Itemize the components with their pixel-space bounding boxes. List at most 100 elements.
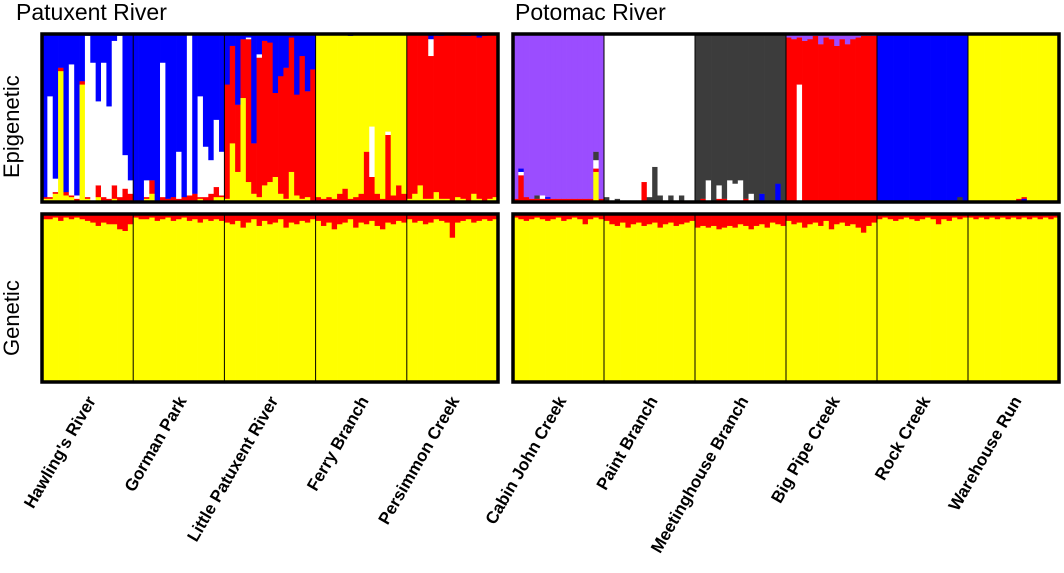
epigenetic-bar-segment: [935, 34, 942, 201]
genetic-bar-yellow: [320, 225, 327, 383]
epigenetic-bar-segment: [678, 34, 685, 196]
genetic-bar-red: [1026, 214, 1033, 220]
genetic-bar-red: [1042, 214, 1049, 218]
epigenetic-bar-segment: [219, 195, 225, 198]
epigenetic-bar-segment: [882, 34, 889, 201]
epigenetic-bar-segment: [630, 34, 637, 201]
epigenetic-bar-segment: [251, 193, 257, 203]
epigenetic-bar-segment: [646, 34, 653, 198]
epigenetic-bar-segment: [138, 34, 145, 201]
epigenetic-bar-segment: [235, 104, 241, 172]
epigenetic-bar-segment: [941, 34, 947, 201]
genetic-bar-yellow: [471, 222, 477, 383]
genetic-bar-red: [973, 214, 980, 220]
genetic-bar-yellow: [604, 220, 610, 383]
genetic-bar-red: [127, 214, 134, 225]
epigenetic-bar-segment: [165, 34, 172, 199]
genetic-bar-red: [700, 214, 707, 226]
genetic-bar-yellow: [566, 219, 573, 383]
genetic-bar-yellow: [598, 219, 605, 383]
epigenetic-bar-segment: [170, 34, 177, 198]
genetic-bar-yellow: [186, 220, 193, 383]
genetic-bar-red: [79, 214, 86, 220]
epigenetic-bar-segment: [63, 34, 70, 193]
epigenetic-bar-segment: [74, 195, 80, 199]
genetic-bar-yellow: [106, 224, 113, 383]
epigenetic-bar-segment: [304, 91, 311, 198]
genetic-bar-red: [721, 214, 728, 228]
epigenetic-bar-segment: [764, 34, 771, 201]
epigenetic-bar-segment: [261, 40, 268, 186]
genetic-bar-red: [780, 214, 787, 226]
epigenetic-bar-segment: [106, 198, 113, 201]
genetic-bar-red: [197, 214, 204, 223]
genetic-bar-red: [652, 214, 658, 223]
genetic-bar-red: [417, 214, 424, 221]
epigenetic-bar-segment: [224, 34, 231, 85]
genetic-bar-yellow: [914, 220, 921, 383]
genetic-bar-red: [444, 214, 451, 223]
genetic-bar-yellow: [593, 217, 599, 383]
genetic-bar-yellow: [1010, 217, 1017, 383]
genetic-bar-yellow: [737, 224, 744, 383]
genetic-bar-yellow: [882, 217, 889, 383]
genetic-bar-yellow: [545, 220, 551, 383]
genetic-bar-red: [320, 214, 327, 226]
epigenetic-bar-segment: [213, 119, 220, 188]
genetic-bar-yellow: [539, 219, 546, 383]
epigenetic-bar-segment: [74, 198, 80, 201]
genetic-bar-red: [240, 214, 247, 228]
epigenetic-bar-segment: [385, 134, 392, 203]
genetic-bar-red: [390, 214, 397, 225]
genetic-bar-red: [304, 214, 311, 223]
genetic-bar-red: [310, 214, 316, 220]
genetic-bar-yellow: [700, 225, 707, 383]
genetic-bar-yellow: [636, 222, 642, 383]
genetic-bar-red: [1048, 214, 1054, 220]
genetic-bar-yellow: [759, 224, 765, 383]
epigenetic-bar-segment: [620, 34, 626, 201]
genetic-bar-yellow: [449, 237, 456, 383]
epigenetic-bar-segment: [283, 67, 290, 199]
epigenetic-bar-segment: [534, 195, 541, 199]
epigenetic-bar-segment: [197, 34, 204, 97]
epigenetic-bar-segment: [476, 34, 483, 38]
epigenetic-bar-segment: [165, 198, 172, 201]
epigenetic-bar-segment: [957, 34, 963, 198]
epigenetic-bar-segment: [587, 34, 594, 199]
genetic-bar-red: [646, 214, 653, 225]
epigenetic-bar-segment: [828, 34, 835, 40]
epigenetic-bar-segment: [433, 191, 440, 203]
genetic-bar-yellow: [978, 217, 985, 383]
genetic-bar-red: [566, 214, 573, 220]
genetic-bar-red: [705, 214, 712, 228]
genetic-bar-red: [657, 214, 664, 228]
genetic-bar-yellow: [406, 219, 413, 383]
epigenetic-bar-segment: [294, 195, 300, 203]
epigenetic-bar-segment: [288, 171, 295, 203]
epigenetic-bar-segment: [68, 64, 75, 196]
genetic-bar-yellow: [79, 219, 86, 383]
genetic-bar-red: [460, 214, 467, 221]
epigenetic-bar-segment: [844, 44, 851, 203]
epigenetic-bar-segment: [732, 183, 739, 201]
genetic-bar-yellow: [455, 222, 461, 383]
genetic-bar-yellow: [74, 217, 80, 383]
epigenetic-bar-segment: [962, 34, 969, 201]
epigenetic-bar-segment: [208, 193, 215, 201]
genetic-bar-yellow: [138, 219, 145, 383]
epigenetic-bar-segment: [47, 96, 54, 198]
epigenetic-bar-segment: [240, 97, 247, 203]
epigenetic-bar-segment: [609, 34, 616, 201]
epigenetic-bar-segment: [213, 186, 220, 198]
epigenetic-bar-segment: [1053, 34, 1060, 201]
genetic-bar-red: [518, 214, 525, 220]
epigenetic-bar-segment: [571, 34, 578, 199]
genetic-bar-yellow: [358, 222, 365, 383]
epigenetic-bar-segment: [887, 34, 894, 201]
genetic-bar-red: [791, 214, 798, 225]
genetic-bar-red: [539, 214, 546, 220]
epigenetic-bar-segment: [1032, 34, 1038, 201]
genetic-bar-yellow: [919, 219, 926, 383]
epigenetic-bar-segment: [267, 34, 274, 43]
